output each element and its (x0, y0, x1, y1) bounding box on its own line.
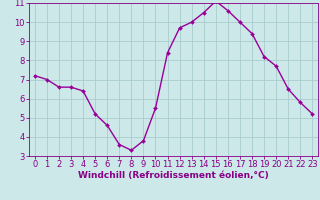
X-axis label: Windchill (Refroidissement éolien,°C): Windchill (Refroidissement éolien,°C) (78, 171, 269, 180)
